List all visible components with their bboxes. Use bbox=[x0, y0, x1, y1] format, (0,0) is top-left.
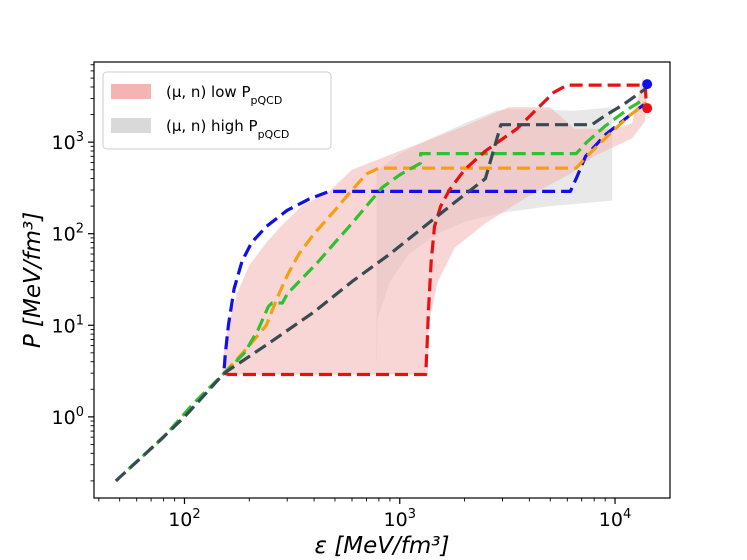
x-axis: 102 103 104 bbox=[98, 498, 631, 531]
legend-label-low: (μ, n) low PpQCD bbox=[166, 83, 282, 107]
legend-box bbox=[102, 71, 332, 150]
legend-label-high: (μ, n) high PpQCD bbox=[166, 117, 289, 141]
y-axis: 100 101 102 103 bbox=[52, 64, 94, 482]
y-tick-label: 100 bbox=[52, 405, 84, 429]
legend: (μ, n) low PpQCD (μ, n) high PpQCD bbox=[102, 71, 332, 150]
y-tick-label: 101 bbox=[52, 313, 84, 337]
x-tick-label: 102 bbox=[168, 507, 200, 531]
y-axis-title: P [MeV/fm³] bbox=[20, 212, 46, 348]
series-line-blue bbox=[222, 101, 648, 369]
blue-marker bbox=[642, 79, 653, 90]
y-tick-label: 102 bbox=[52, 222, 84, 246]
series-line-dark bbox=[114, 87, 647, 483]
y-tick-label: 103 bbox=[52, 130, 84, 154]
legend-swatch-low bbox=[111, 84, 151, 99]
markers bbox=[642, 79, 653, 114]
series-line-green bbox=[127, 97, 646, 471]
x-axis-title: ε [MeV/fm³] bbox=[315, 533, 450, 559]
x-tick-label: 103 bbox=[384, 507, 416, 531]
x-tick-label: 104 bbox=[599, 507, 631, 531]
legend-swatch-high bbox=[111, 118, 151, 133]
series-line-orange bbox=[223, 101, 648, 375]
plot-frame bbox=[93, 61, 671, 499]
series-line-red bbox=[223, 83, 649, 377]
red-marker bbox=[642, 103, 653, 114]
series-lines bbox=[114, 83, 649, 483]
